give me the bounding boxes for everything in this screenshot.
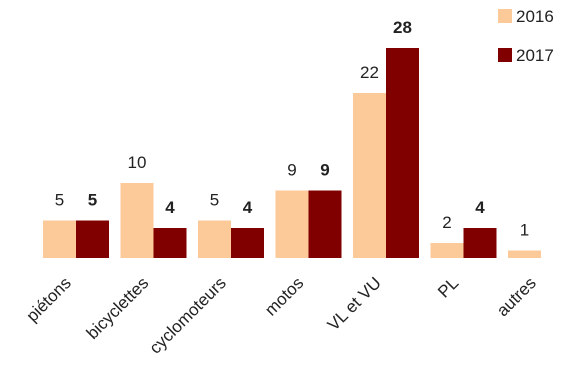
bar-2017-cyclomoteurs [231, 228, 264, 258]
bar-2016-cyclomoteurs [198, 220, 231, 258]
bar-2017-bicyclettes [153, 228, 187, 258]
category-label-motos: motos [261, 273, 307, 319]
value-label-2017-cyclomoteurs: 4 [243, 198, 253, 217]
legend: 2016 2017 [498, 7, 554, 65]
value-label-2017-piétons: 5 [88, 191, 97, 210]
legend-label-2017: 2017 [516, 46, 554, 65]
value-label-2016-motos: 9 [287, 161, 296, 180]
bar-2016-autres [508, 250, 541, 258]
bar-2016-bicyclettes [120, 183, 154, 258]
bar-2016-PL [430, 243, 464, 258]
bar-2016-motos [275, 190, 309, 258]
bar-2017-VL-et-VU [386, 48, 419, 258]
bar-2016-VL-et-VU [353, 93, 386, 258]
value-label-2017-bicyclettes: 4 [165, 198, 175, 217]
value-label-2016-VL-et-VU: 22 [360, 63, 379, 82]
bars-group [43, 48, 541, 258]
value-label-2016-PL: 2 [442, 213, 451, 232]
value-labels-group: 5 5 10 4 5 4 9 9 22 28 2 4 1 [55, 18, 529, 240]
legend-label-2016: 2016 [516, 7, 554, 26]
category-label-autres: autres [493, 273, 540, 320]
value-label-2016-cyclomoteurs: 5 [210, 191, 219, 210]
category-label-PL: PL [434, 273, 462, 301]
value-label-2016-autres: 1 [520, 221, 529, 240]
bar-2016-piétons [43, 220, 76, 258]
legend-swatch-2017 [498, 48, 512, 62]
value-label-2017-VL-et-VU: 28 [393, 18, 412, 37]
category-label-cyclomoteurs: cyclomoteurs [146, 273, 230, 357]
bar-2017-piétons [76, 220, 109, 258]
bar-2017-PL [463, 228, 497, 258]
value-label-2016-bicyclettes: 10 [128, 153, 147, 172]
value-label-2016-piétons: 5 [55, 191, 64, 210]
legend-swatch-2016 [498, 9, 512, 23]
value-label-2017-motos: 9 [320, 161, 329, 180]
category-label-bicyclettes: bicyclettes [83, 273, 153, 343]
category-label-piétons: piétons [23, 273, 75, 325]
bar-2017-motos [308, 190, 342, 258]
category-label-VL-et-VU: VL et VU [324, 273, 385, 334]
value-label-2017-PL: 4 [475, 198, 485, 217]
